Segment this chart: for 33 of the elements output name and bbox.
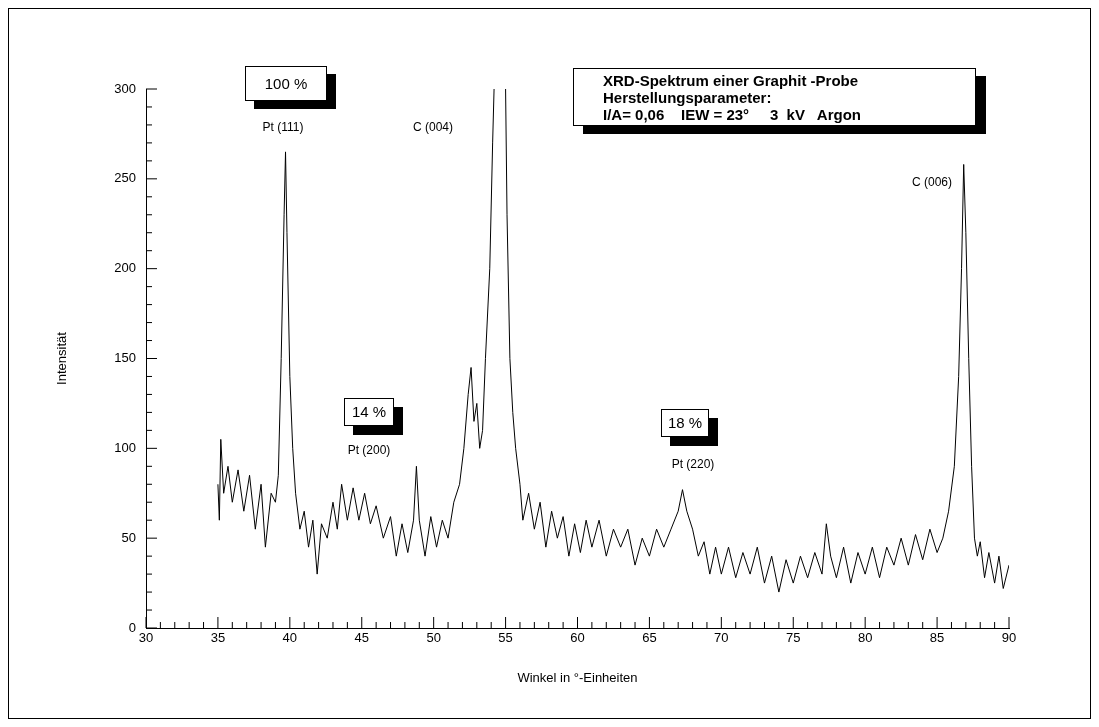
y-tick-label: 50: [121, 529, 136, 545]
y-tick-label: 250: [114, 170, 136, 186]
x-tick-label: 40: [282, 630, 298, 646]
annotation: I/A= 0,06 IEW = 23° 3 kV Argon: [603, 106, 862, 123]
x-tick-label: 45: [354, 630, 369, 646]
x-tick-label: 75: [786, 630, 801, 646]
x-tick-label: 30: [138, 630, 154, 646]
annotation: 18 %: [661, 409, 709, 437]
annotation: Pt (200): [347, 443, 391, 457]
chart-title: XRD-Spektrum einer Graphit -Probe: [603, 72, 860, 89]
y-tick-label: 150: [114, 350, 136, 366]
x-tick-label: 60: [570, 630, 585, 646]
annotation: C (004): [412, 120, 454, 134]
chart-subtitle: Herstellungsparameter:: [603, 89, 773, 106]
x-tick-label: 35: [210, 630, 226, 646]
annotation: C (006): [911, 175, 953, 189]
x-axis-title: Winkel in °-Einheiten: [517, 669, 638, 685]
x-tick-label: 55: [498, 630, 513, 646]
x-tick-label: 65: [642, 630, 657, 646]
x-tick-label: 80: [857, 630, 873, 646]
x-tick-label: 50: [426, 630, 441, 646]
annotation: Pt (111): [262, 120, 304, 134]
x-tick-label: 90: [1001, 630, 1017, 646]
y-tick-label: 0: [128, 619, 136, 635]
annotation: 100 %: [245, 66, 327, 101]
y-tick-label: 200: [114, 260, 136, 276]
annotation: Pt (220): [671, 457, 715, 471]
y-axis-title: Intensität: [54, 331, 70, 385]
x-tick-label: 85: [929, 630, 945, 646]
annotation: 14 %: [344, 398, 394, 426]
y-tick-label: 300: [114, 80, 136, 96]
x-tick-label: 70: [714, 630, 729, 646]
y-tick-label: 100: [114, 439, 136, 455]
